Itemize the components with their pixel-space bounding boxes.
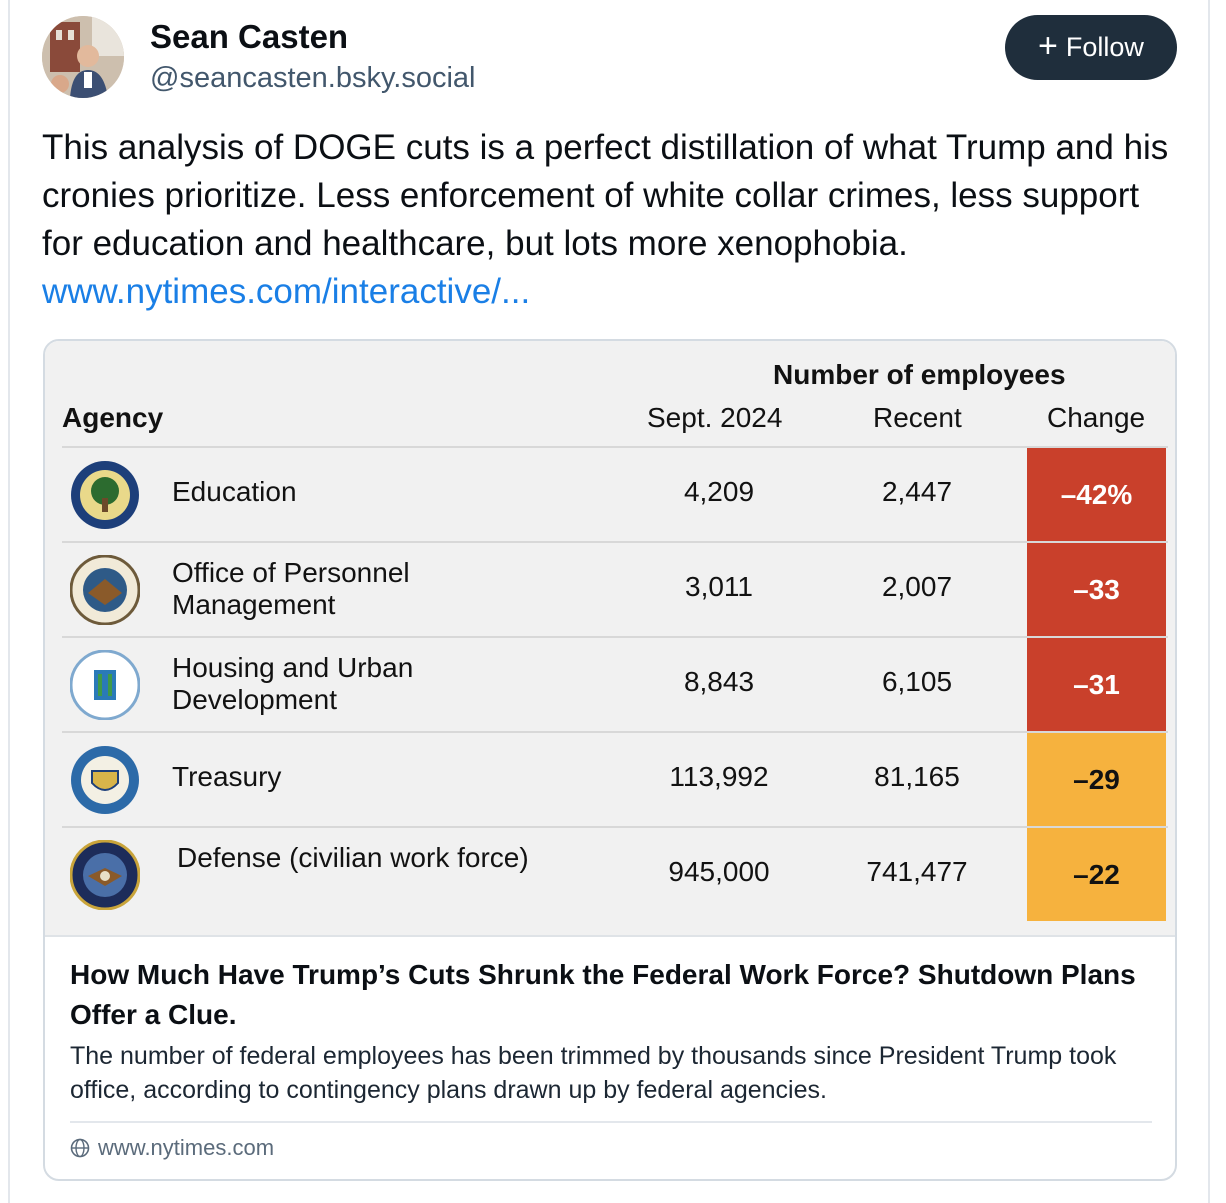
recent-value: 2,447	[881, 476, 953, 507]
author-name[interactable]: Sean Casten	[150, 18, 349, 55]
post-frame	[8, 0, 1210, 1203]
agency-name: Treasury	[172, 761, 282, 792]
change-value: –29	[1027, 733, 1166, 826]
agency-name: Housing and Urban Development	[172, 652, 414, 715]
agency-name: Education	[172, 476, 297, 507]
post-text: This analysis of DOGE cuts is a perfect …	[42, 124, 1182, 316]
recent-value: 741,477	[866, 856, 968, 887]
author-handle[interactable]: @seancasten.bsky.social	[150, 62, 476, 94]
defense-seal-icon	[70, 840, 140, 910]
column-header-change: Change	[1047, 402, 1146, 433]
embed-domain: www.nytimes.com	[70, 1135, 274, 1161]
hud-seal-icon	[70, 650, 140, 720]
change-value: –42%	[1027, 448, 1166, 541]
sept-value: 945,000	[668, 856, 770, 887]
embed-separator	[70, 1121, 1152, 1123]
plus-icon: +	[1038, 27, 1058, 65]
follow-button[interactable]: + Follow	[1005, 15, 1177, 80]
sept-value: 4,209	[683, 476, 755, 507]
column-header-sept-2024: Sept. 2024	[647, 402, 783, 433]
table-row: Defense (civilian work force) 945,000 74…	[62, 826, 1168, 921]
embed-description: The number of federal employees has been…	[70, 1042, 1117, 1104]
table-group-header: Number of employees	[773, 359, 1066, 390]
avatar[interactable]	[42, 16, 124, 98]
agency-name: Defense (civilian work force)	[177, 842, 529, 873]
sept-value: 3,011	[685, 571, 753, 602]
change-value: –31	[1027, 638, 1166, 731]
change-value: –22	[1027, 828, 1166, 921]
post-body: This analysis of DOGE cuts is a perfect …	[42, 128, 1169, 263]
change-value: –33	[1027, 543, 1166, 636]
sept-value: 113,992	[669, 761, 769, 792]
recent-value: 81,165	[874, 761, 960, 792]
agency-name: Office of Personnel Management	[172, 557, 410, 620]
globe-icon	[70, 1138, 90, 1158]
follow-label: Follow	[1065, 32, 1144, 62]
education-seal-icon	[71, 461, 139, 529]
column-header-recent: Recent	[873, 402, 962, 433]
recent-value: 2,007	[881, 571, 953, 602]
recent-value: 6,105	[881, 666, 953, 697]
embed-divider	[45, 935, 1175, 937]
avatar-image	[42, 16, 124, 98]
treasury-seal-icon	[71, 746, 139, 814]
embed-title[interactable]: How Much Have Trump’s Cuts Shrunk the Fe…	[70, 959, 1136, 1030]
table-row: Treasury 113,992 81,165 –29	[62, 731, 1168, 826]
post-link[interactable]: www.nytimes.com/interactive/...	[42, 272, 531, 311]
table-row: Housing and Urban Development 8,843 6,10…	[62, 636, 1168, 731]
table-row: Office of Personnel Management 3,011 2,0…	[62, 541, 1168, 636]
embed-domain-text: www.nytimes.com	[98, 1135, 275, 1160]
opm-seal-icon	[70, 555, 140, 625]
embed-image-table: Number of employees Agency Sept. 2024 Re…	[45, 341, 1175, 935]
sept-value: 8,843	[683, 666, 755, 697]
column-header-agency: Agency	[62, 402, 164, 433]
link-embed-card[interactable]: Number of employees Agency Sept. 2024 Re…	[43, 339, 1177, 1181]
table-row: Education 4,209 2,447 –42%	[62, 446, 1168, 541]
